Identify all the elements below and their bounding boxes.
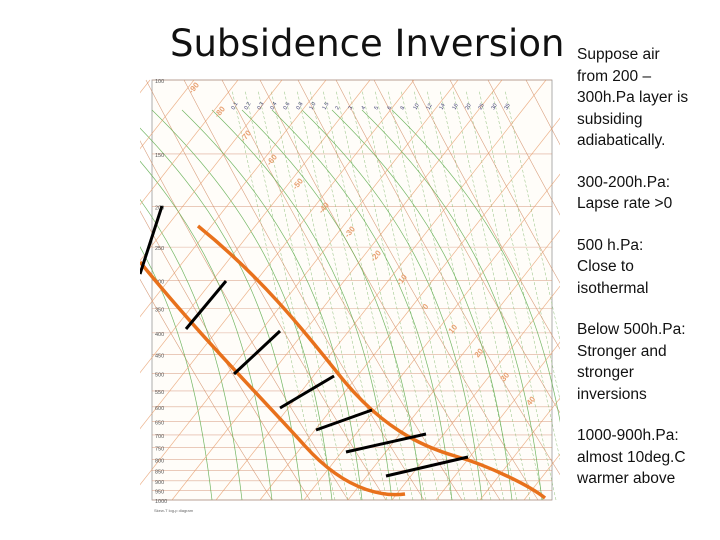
mixing-ratio-label: 30 [491,103,499,111]
pressure-label: 650 [155,420,164,426]
dry-adiabat [107,79,349,501]
dry-adiabat [183,79,425,501]
moist-adiabat [151,109,333,501]
skew-t-diagram: 100 150 200 250 300 350 400 450 500 550 600 650 700 7… [0,76,720,522]
mixing-ratio-labels: 0.1 0.2 0.3 0.4 0.6 0.8 1.0 1.5 2 3 4 5 6 8 10 12 14 16 20… [231,101,512,111]
slide-title: Subsidence Inversion [170,22,565,65]
pressure-label: 800 [155,458,164,464]
layer-marker [279,374,335,410]
moist-adiabat [211,109,393,501]
pressure-label: 200 [155,205,164,211]
pressure-label: 550 [155,390,164,396]
pressure-label: 450 [155,353,164,359]
isotherm-line [171,79,503,501]
pressure-label: 300 [155,279,164,285]
note-subsiding-air: Suppose air from 200 – 300h.Pa layer is … [577,46,689,149]
pressure-label: 500 [155,373,164,379]
mixing-ratio-label: 3 [348,105,355,111]
mixing-ratio-label: 1.0 [309,101,318,111]
pressure-label: 700 [155,434,164,440]
isotherm-line [215,79,547,501]
pressure-label: 750 [155,447,164,453]
mixing-ratio-label: 20 [465,103,473,111]
mixing-ratio-label: 0.1 [231,101,240,111]
pressure-label: 1000 [155,499,167,505]
pressure-label: 350 [155,308,164,314]
layer-marker [232,329,282,376]
moist-adiabat [271,109,453,501]
layer-marker [345,432,427,454]
note-below-500hpa: Below 500h.Pa: Stronger and stronger inv… [577,321,686,403]
mixing-ratio-label: 35 [504,103,512,111]
subsided-sounding-curve [196,224,547,500]
pressure-label: 100 [155,79,164,85]
notes-panel: Suppose air from 200 – 300h.Pa layer is … [577,44,717,510]
pressure-label: 250 [155,246,164,252]
mixing-ratio-label: 0.3 [257,101,266,111]
mixing-ratio-label: 6 [387,105,394,111]
note-1000-900hpa: 1000-900h.Pa: almost 10deg.C warmer abov… [577,427,686,487]
mixing-ratio-label: 0.6 [283,101,292,111]
mixing-ratio-label: 0.8 [296,101,305,111]
moist-adiabat [181,109,363,501]
sounding-curves [138,224,547,500]
pressure-label: 900 [155,480,164,486]
mixing-ratio-label: 0.4 [270,101,279,111]
layer-marker [385,455,469,478]
dry-adiabat [335,79,577,501]
isotherm-label: 0 [421,302,431,312]
moist-adiabat [331,109,513,501]
mixing-ratio-label: 14 [439,103,447,111]
dry-adiabat [145,79,387,501]
moist-adiabat [301,109,483,501]
pressure-label: 150 [155,153,164,159]
mixing-ratio-label: 25 [478,103,486,111]
layer-markers [138,205,469,478]
footer-left: Skew-T log-p diagram [154,508,194,513]
mixing-ratio-label: 10 [413,103,421,111]
mixing-ratio-label: 8 [400,105,407,111]
note-300-200hpa: 300-200h.Pa: Lapse rate >0 [577,173,673,213]
mixing-ratio-label: 1.5 [322,101,331,111]
mixing-ratio-label: 2 [335,105,342,111]
isobar-lines [152,79,552,501]
moist-adiabat [241,109,423,501]
mixing-ratio-label: 5 [374,105,381,111]
dry-adiabat [259,79,501,501]
pressure-label: 850 [155,469,164,475]
mixing-ratio-label: 4 [361,105,368,111]
diagram-frame [151,79,553,501]
initial-sounding-curve [138,260,406,497]
pressure-labels: 100 150 200 250 300 350 400 450 500 550 600 650 700 7… [155,79,167,505]
isotherm-line [0,79,151,272]
layer-marker [138,205,164,275]
pressure-label: 600 [155,406,164,412]
layer-marker [184,280,228,330]
layer-marker [315,408,373,432]
moist-adiabat [361,109,543,501]
mixing-ratio-label: 16 [452,103,460,111]
mixing-ratio-label: 12 [426,103,434,111]
mixing-ratio-label: 0.2 [244,101,253,111]
isotherm-line [259,79,591,501]
note-500hpa: 500 h.Pa: Close to isothermal [577,236,649,297]
pressure-label: 950 [155,490,164,496]
isotherm-line [127,79,459,501]
pressure-label: 400 [155,332,164,338]
